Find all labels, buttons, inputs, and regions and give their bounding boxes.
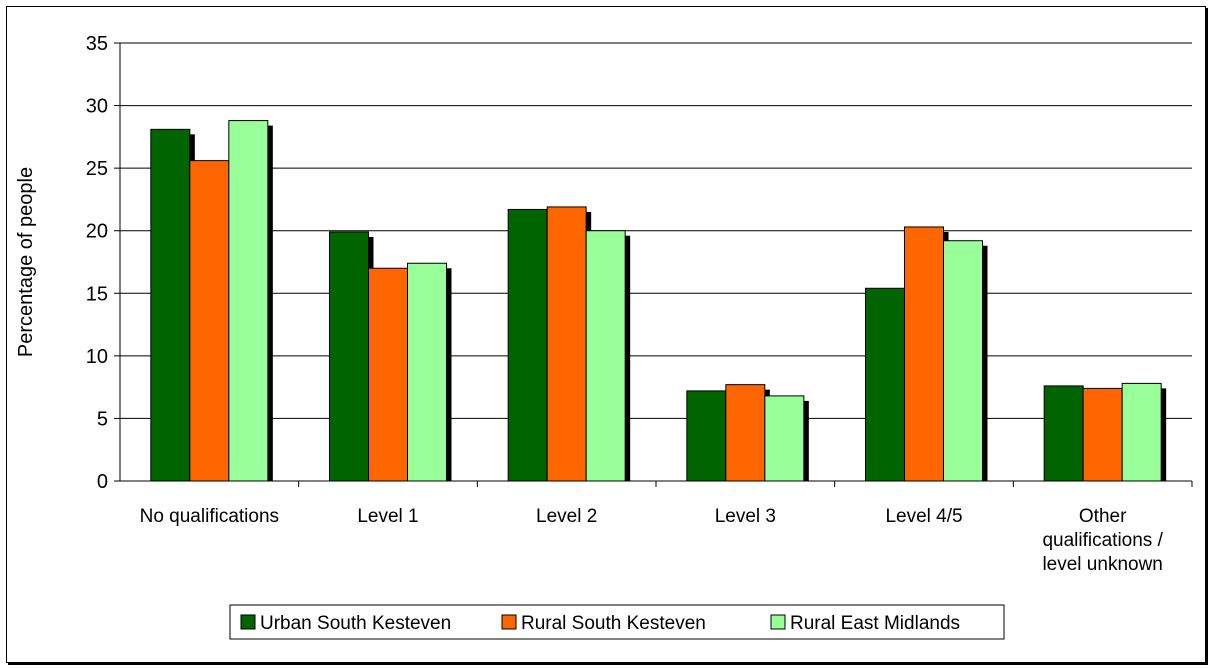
- y-tick-label: 10: [86, 346, 108, 368]
- y-tick-label: 20: [86, 221, 108, 243]
- bar: [686, 390, 727, 482]
- y-axis-title: Percentage of people: [15, 167, 37, 357]
- bar: [865, 287, 905, 482]
- x-tick-label: Level 4/5: [885, 506, 962, 527]
- bar: [407, 262, 447, 482]
- legend-swatch: [501, 614, 517, 630]
- bar: [725, 384, 766, 482]
- x-tick-label: Other: [1079, 506, 1127, 527]
- bar: [904, 226, 944, 482]
- bar: [329, 231, 369, 482]
- bar: [150, 128, 191, 482]
- y-tick-label: 0: [97, 471, 108, 493]
- x-tick-label: Level 2: [536, 506, 597, 527]
- bar: [368, 267, 408, 482]
- x-tick-label: level unknown: [1042, 554, 1162, 575]
- x-tick-label: No qualifications: [140, 506, 279, 527]
- bar: [507, 208, 548, 482]
- legend-swatch: [770, 614, 786, 630]
- bar: [943, 240, 983, 482]
- bar: [1043, 385, 1084, 482]
- y-tick-label: 30: [86, 96, 108, 118]
- legend-box: [229, 604, 1005, 640]
- y-tick-label: 25: [86, 158, 108, 180]
- y-tick-label: 15: [86, 283, 108, 305]
- bar: [1121, 382, 1162, 482]
- legend-label: Rural East Midlands: [790, 613, 960, 634]
- x-tick-label: Level 3: [715, 506, 776, 527]
- bar: [585, 230, 626, 482]
- legend-swatch: [240, 614, 256, 630]
- y-tick-label: 5: [97, 408, 108, 430]
- legend-label: Rural South Kesteven: [521, 613, 706, 634]
- x-tick-label: qualifications /: [1042, 530, 1163, 551]
- legend-label: Urban South Kesteven: [260, 613, 451, 634]
- bar: [228, 120, 269, 482]
- bar: [189, 160, 230, 482]
- y-tick-label: 35: [86, 33, 108, 55]
- x-tick-label: Level 1: [357, 506, 418, 527]
- bar: [764, 395, 805, 482]
- bar: [1082, 387, 1123, 482]
- bar: [546, 206, 587, 482]
